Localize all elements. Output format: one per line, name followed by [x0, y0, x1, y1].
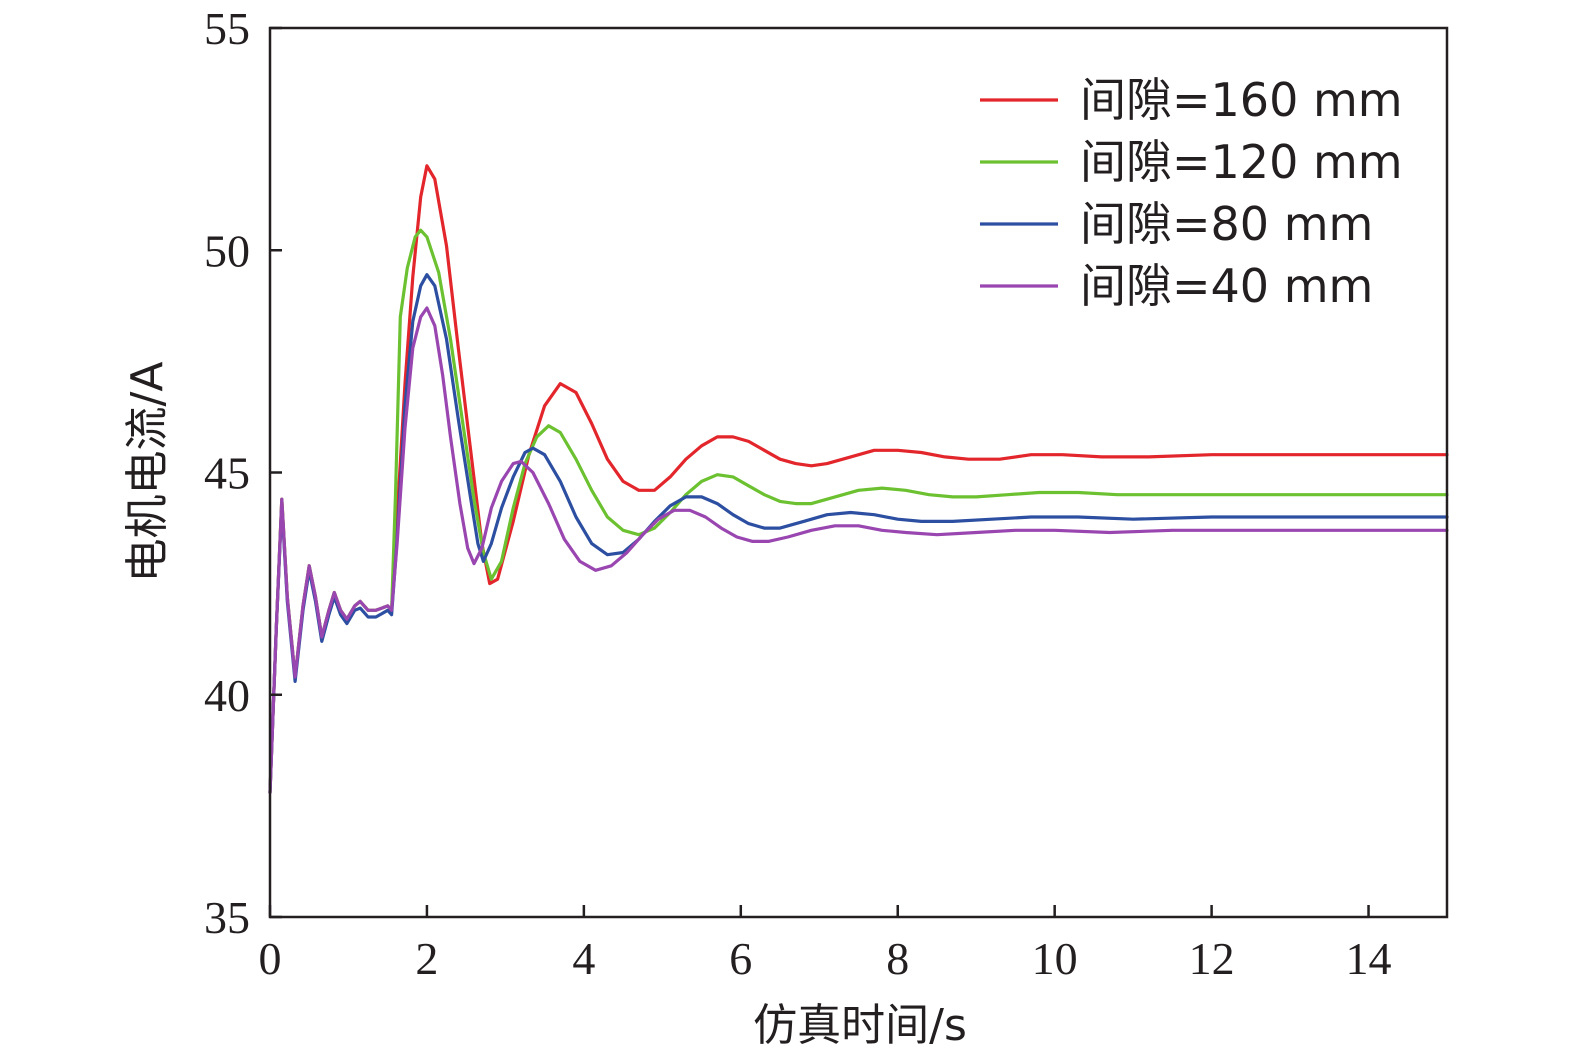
x-axis: 0 2 4 6 8 10 12 14 [259, 905, 1392, 984]
legend: 间隙=160 mm 间隙=120 mm 间隙=80 mm 间隙=40 mm [980, 73, 1403, 313]
y-tick-label: 50 [204, 225, 250, 276]
y-tick-label: 45 [204, 448, 250, 499]
x-tick-label: 8 [886, 933, 909, 984]
series-line-4 [268, 306, 1449, 795]
x-axis-title: 仿真时间/s [753, 1000, 967, 1051]
x-tick-label: 0 [259, 933, 282, 984]
series-line-3 [268, 273, 1449, 795]
x-tick-label: 14 [1346, 933, 1392, 984]
series-line-2 [268, 228, 1449, 795]
legend-label-4: 间隙=40 mm [1080, 259, 1373, 313]
y-tick-label: 55 [204, 3, 250, 54]
y-tick-label: 35 [204, 892, 250, 943]
y-axis-title: 电机电流/A [122, 362, 173, 583]
series-lines [268, 164, 1449, 795]
x-tick-label: 4 [572, 933, 595, 984]
x-tick-label: 6 [729, 933, 752, 984]
x-tick-label: 12 [1189, 933, 1235, 984]
legend-label-2: 间隙=120 mm [1080, 135, 1403, 189]
y-axis: 35 40 45 50 55 [204, 3, 282, 943]
x-tick-label: 10 [1032, 933, 1078, 984]
y-tick-label: 40 [204, 670, 250, 721]
legend-label-1: 间隙=160 mm [1080, 73, 1403, 127]
legend-label-3: 间隙=80 mm [1080, 197, 1373, 251]
x-tick-label: 2 [415, 933, 438, 984]
